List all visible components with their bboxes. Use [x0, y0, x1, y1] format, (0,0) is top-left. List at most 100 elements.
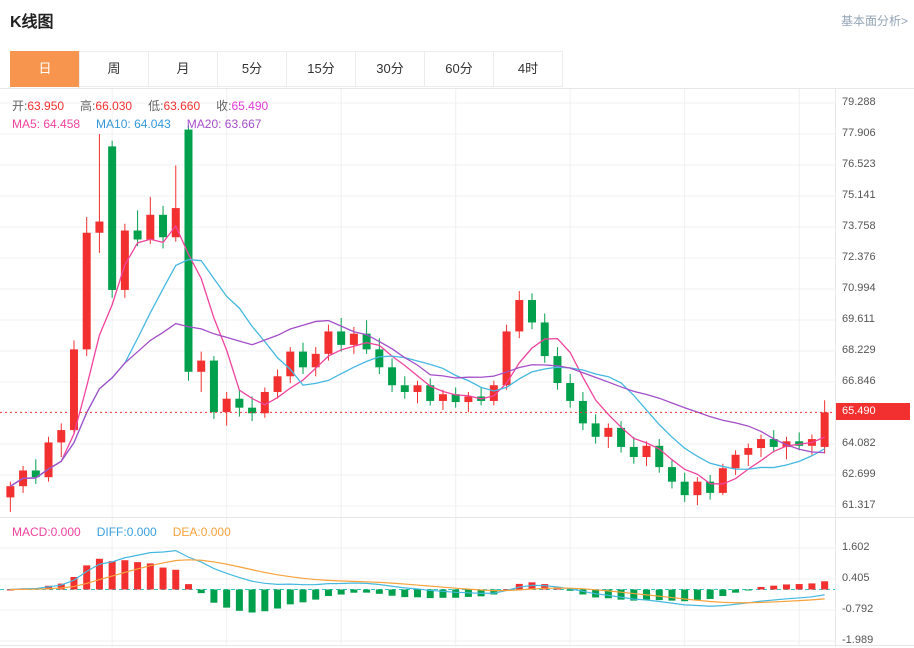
- macd-bar: [210, 589, 218, 603]
- candle-body: [362, 333, 371, 350]
- macd-bar: [184, 584, 192, 590]
- candle-body: [489, 385, 498, 401]
- candle-body: [591, 423, 600, 437]
- macd-bar: [388, 589, 396, 596]
- ma20-line: [10, 319, 825, 487]
- price-tick-label: 77.906: [842, 126, 876, 139]
- candle-body: [655, 445, 664, 468]
- candle-body: [566, 383, 575, 401]
- candle-body: [184, 129, 193, 372]
- candle-body: [82, 232, 91, 350]
- macd-bar: [541, 584, 549, 590]
- macd-bar: [719, 589, 727, 597]
- macd-bar: [324, 589, 332, 597]
- candle-body: [375, 349, 384, 368]
- period-tab-1[interactable]: 周: [79, 51, 149, 87]
- macd-bar: [83, 565, 91, 590]
- price-tick-label: 61.317: [842, 498, 876, 511]
- macd-bar: [439, 589, 447, 598]
- candle-body: [731, 454, 740, 469]
- macd-bar: [630, 589, 638, 601]
- macd-bar: [604, 589, 612, 599]
- macd-bar: [693, 589, 701, 600]
- candle-body: [706, 481, 715, 493]
- macd-bar: [337, 589, 345, 595]
- price-tick-label: 72.376: [842, 250, 876, 263]
- macd-bar: [426, 589, 434, 599]
- macd-bar: [617, 589, 625, 600]
- macd-bar: [6, 589, 14, 591]
- macd-bar: [350, 589, 358, 593]
- fundamental-analysis-link[interactable]: 基本面分析>: [840, 14, 908, 28]
- period-tabs: 日周月 5分 15分 30分 60分 4时: [10, 51, 563, 87]
- candle-body: [6, 486, 15, 498]
- candle-body: [413, 385, 422, 392]
- macd-bar: [223, 589, 231, 608]
- macd-bar: [248, 589, 256, 613]
- macd-bar: [57, 583, 65, 590]
- macd-bar: [312, 589, 320, 600]
- macd-bar: [668, 589, 676, 601]
- candle-body: [528, 300, 537, 323]
- period-tab-5[interactable]: 30分: [355, 51, 425, 87]
- macd-bar: [452, 589, 460, 598]
- candle-body: [235, 398, 244, 408]
- macd-bar: [121, 560, 129, 590]
- price-chart[interactable]: [0, 89, 835, 517]
- candle-body: [388, 367, 397, 386]
- macd-bar: [70, 576, 78, 590]
- macd-tick-label: 0.405: [842, 572, 870, 584]
- candle-body: [298, 351, 307, 368]
- candle-body: [95, 221, 104, 233]
- candle-body: [349, 333, 358, 345]
- candle-body: [820, 412, 829, 447]
- candle-body: [171, 208, 180, 238]
- period-tab-2[interactable]: 月: [148, 51, 218, 87]
- macd-bar: [172, 569, 180, 590]
- price-tick-label: 64.082: [842, 436, 876, 449]
- candle-body: [617, 427, 626, 447]
- macd-bar: [414, 589, 421, 598]
- macd-bar: [401, 589, 409, 598]
- macd-bar: [795, 584, 803, 590]
- macd-bar: [770, 585, 778, 590]
- macd-bar: [235, 589, 243, 611]
- macd-chart[interactable]: [0, 518, 835, 647]
- candle-body: [757, 439, 766, 449]
- macd-bar: [821, 581, 829, 590]
- macd-bar: [490, 589, 498, 595]
- macd-bar: [757, 586, 765, 590]
- candle-body: [57, 430, 66, 443]
- candle-body: [438, 394, 447, 401]
- price-tick-label: 75.141: [842, 188, 876, 201]
- macd-tick-label: -0.792: [842, 603, 874, 615]
- candle-body: [197, 360, 206, 372]
- macd-bar: [45, 585, 53, 590]
- current-price-badge: 65.490: [836, 403, 910, 421]
- period-tab-4[interactable]: 15分: [286, 51, 356, 87]
- macd-bar: [95, 558, 103, 590]
- candle-body: [426, 385, 435, 401]
- candle-body: [680, 481, 689, 496]
- candle-body: [324, 331, 333, 354]
- macd-bar: [274, 589, 282, 609]
- price-tick-label: 73.758: [842, 219, 876, 232]
- period-tab-0[interactable]: 日: [10, 51, 80, 87]
- candle-body: [209, 360, 218, 413]
- candle-body: [120, 230, 129, 290]
- price-axis: 65.490 79.288 77.906 76.523 75.141 73.758 72.…: [835, 89, 914, 647]
- period-tab-6[interactable]: 60分: [424, 51, 494, 87]
- page-title: K线图: [10, 14, 54, 31]
- macd-bar: [146, 563, 154, 590]
- period-tab-7[interactable]: 4时: [493, 51, 563, 87]
- macd-bar: [732, 589, 740, 593]
- price-tick-label: 70.994: [842, 281, 876, 294]
- period-tab-3[interactable]: 5分: [217, 51, 287, 87]
- macd-bar: [808, 583, 816, 590]
- candle-body: [146, 214, 155, 240]
- ma10-line: [10, 258, 825, 487]
- candle-body: [667, 467, 676, 482]
- price-tick-label: 76.523: [842, 157, 876, 170]
- candle-body: [604, 427, 613, 437]
